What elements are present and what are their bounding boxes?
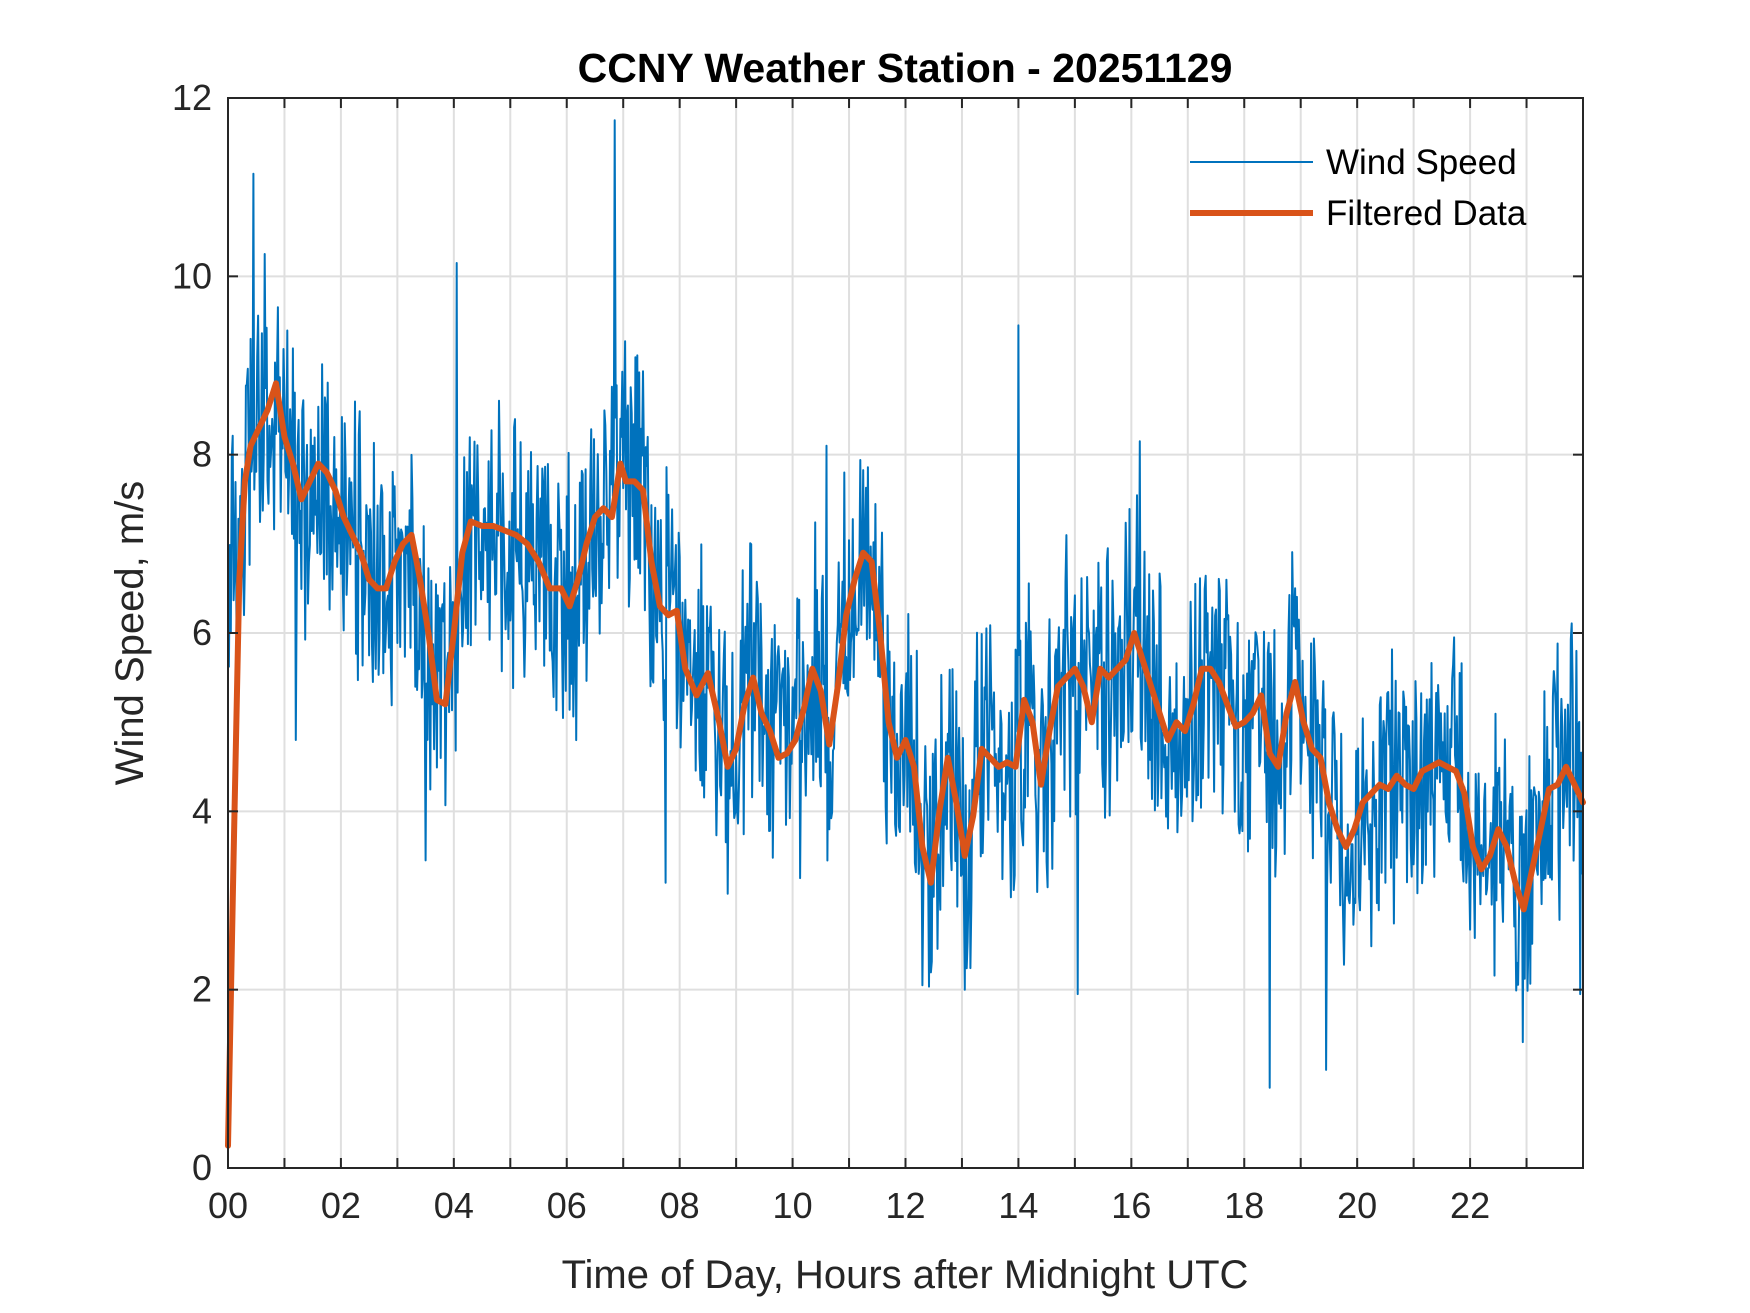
x-tick-label: 14 bbox=[998, 1185, 1038, 1226]
y-tick-label: 10 bbox=[172, 255, 212, 296]
x-tick-label: 02 bbox=[321, 1185, 361, 1226]
y-tick-label: 0 bbox=[192, 1147, 212, 1188]
y-tick-label: 12 bbox=[172, 77, 212, 118]
y-tick-label: 4 bbox=[192, 790, 212, 831]
y-axis-label: Wind Speed, m/s bbox=[108, 481, 152, 786]
x-tick-label: 22 bbox=[1450, 1185, 1490, 1226]
legend-label-wind-speed: Wind Speed bbox=[1326, 143, 1517, 182]
x-tick-label: 06 bbox=[547, 1185, 587, 1226]
legend-label-filtered-data: Filtered Data bbox=[1326, 194, 1527, 233]
x-tick-label: 04 bbox=[434, 1185, 474, 1226]
series-line-filtered-data bbox=[225, 380, 1586, 1149]
legend: Wind Speed Filtered Data bbox=[1190, 143, 1527, 233]
x-tick-label: 18 bbox=[1224, 1185, 1264, 1226]
x-axis-label: Time of Day, Hours after Midnight UTC bbox=[562, 1253, 1249, 1297]
y-tick-label: 6 bbox=[192, 612, 212, 653]
x-tick-label: 00 bbox=[208, 1185, 248, 1226]
x-tick-label: 20 bbox=[1337, 1185, 1377, 1226]
x-tick-label: 10 bbox=[773, 1185, 813, 1226]
x-tick-label: 16 bbox=[1111, 1185, 1151, 1226]
chart-title: CCNY Weather Station - 20251129 bbox=[578, 45, 1233, 91]
y-tick-label: 8 bbox=[192, 434, 212, 475]
axes bbox=[227, 97, 1584, 1169]
legend-item-filtered-data[interactable]: Filtered Data bbox=[1190, 194, 1527, 233]
x-tick-label: 08 bbox=[660, 1185, 700, 1226]
y-tick-label: 2 bbox=[192, 969, 212, 1010]
plot-area bbox=[225, 97, 1586, 1169]
series-layer bbox=[225, 119, 1586, 1149]
x-tick-label: 12 bbox=[885, 1185, 925, 1226]
legend-item-wind-speed[interactable]: Wind Speed bbox=[1190, 143, 1517, 182]
